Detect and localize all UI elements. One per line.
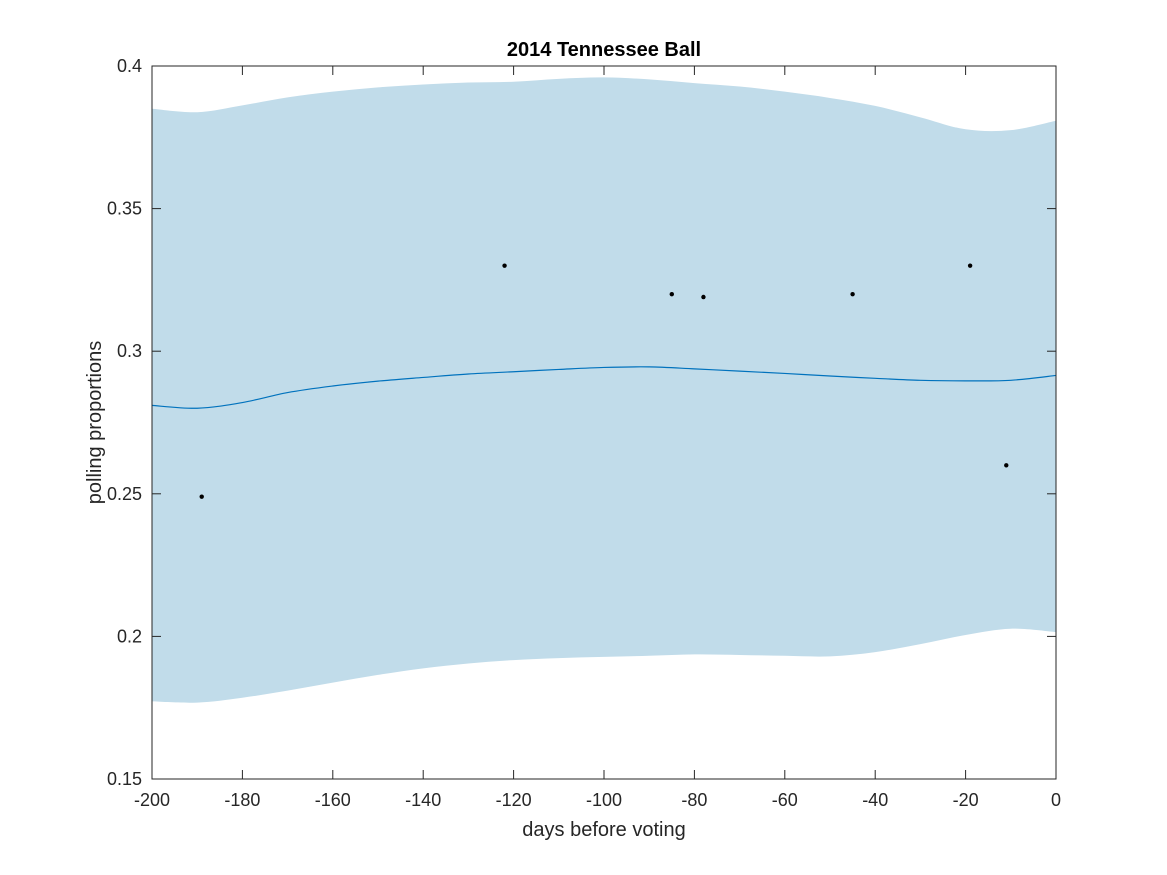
poll-point [1004, 463, 1009, 468]
y-axis-label: polling proportions [84, 341, 106, 504]
poll-point [669, 291, 674, 297]
mean-line [151, 366, 1057, 409]
y-tick-label: 0.2 [117, 626, 142, 646]
labels-layer: 2014 Tennessee Ball days before voting p… [84, 39, 701, 841]
y-tick-label: 0.4 [117, 56, 142, 76]
poll-point [967, 263, 973, 268]
poll-point [502, 263, 507, 268]
y-tick-label: 0.35 [107, 199, 142, 219]
poll-point [701, 294, 706, 300]
poll-point [199, 494, 204, 499]
x-tick-label: -60 [772, 790, 798, 810]
poll-points-layer [199, 263, 1009, 499]
x-tick-label: 0 [1051, 790, 1061, 810]
x-tick-label: -120 [496, 790, 532, 810]
confidence-band-layer [152, 77, 1056, 703]
mean-line-layer [151, 366, 1057, 409]
y-tick-label: 0.3 [117, 341, 142, 361]
x-tick-label: -160 [315, 790, 351, 810]
x-tick-label: -200 [134, 790, 170, 810]
chart-title: 2014 Tennessee Ball [507, 39, 701, 61]
poll-point [850, 291, 855, 297]
x-axis-label: days before voting [522, 819, 685, 841]
x-tick-label: -180 [224, 790, 260, 810]
x-tick-label: -100 [586, 790, 622, 810]
ticks-layer: -200 -180 -160 -140 -120 -100 -80 -60 -40 -20 00.1… [107, 56, 1061, 810]
confidence-band [152, 77, 1056, 703]
x-tick-label: -80 [681, 790, 707, 810]
y-tick-label: 0.25 [107, 484, 142, 504]
x-tick-label: -20 [953, 790, 979, 810]
x-tick-label: -140 [405, 790, 441, 810]
y-tick-label: 0.15 [107, 769, 142, 789]
x-tick-label: -40 [862, 790, 888, 810]
